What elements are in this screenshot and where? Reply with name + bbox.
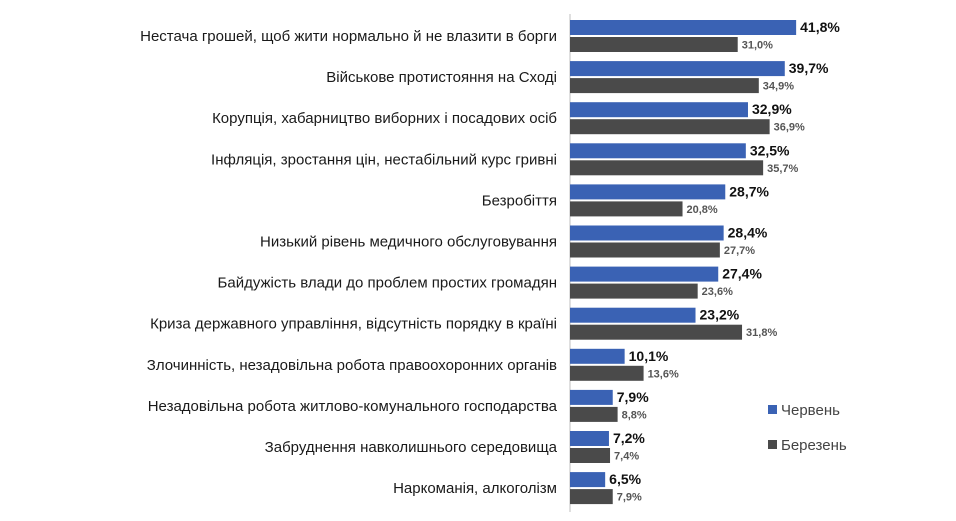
category-label: Інфляція, зростання цін, нестабільний ку…	[211, 151, 557, 168]
data-label-june: 28,7%	[729, 183, 769, 199]
data-label-june: 32,5%	[750, 142, 790, 158]
bar-march	[570, 365, 644, 381]
category-label: Байдужість влади до проблем простих гром…	[218, 275, 557, 292]
data-label-march: 36,9%	[774, 122, 805, 134]
data-label-march: 31,0%	[742, 40, 773, 52]
data-label-june: 32,9%	[752, 101, 792, 117]
bar-march	[570, 37, 738, 52]
bar-march	[570, 201, 683, 217]
bar-march	[570, 489, 613, 505]
category-label: Безробіття	[482, 192, 557, 209]
category-label: Злочинність, незадовільна робота правоох…	[147, 357, 557, 374]
data-label-june: 28,4%	[728, 225, 768, 241]
data-label-march: 27,7%	[724, 245, 755, 257]
bar-march	[570, 78, 759, 94]
legend-swatch-june	[768, 405, 777, 414]
category-label: Низький рівень медичного обслуговування	[260, 234, 557, 251]
legend-label-june: Червень	[781, 402, 840, 419]
data-label-june: 27,4%	[722, 266, 762, 282]
data-label-march: 34,9%	[763, 81, 794, 93]
category-label: Наркоманія, алкоголізм	[393, 480, 557, 497]
data-label-june: 39,7%	[789, 60, 829, 76]
category-label: Нестача грошей, щоб жити нормально й не …	[140, 28, 557, 45]
data-label-june: 6,5%	[609, 471, 641, 487]
bar-march	[570, 283, 698, 299]
data-label-june: 23,2%	[700, 307, 740, 323]
data-label-march: 35,7%	[767, 163, 798, 175]
labels-layer: Нестача грошей, щоб жити нормально й не …	[140, 19, 840, 504]
category-label: Корупція, хабарництво виборних і посадов…	[212, 110, 557, 127]
data-label-june: 7,9%	[617, 389, 649, 405]
category-label: Незадовільна робота житлово-комунального…	[148, 398, 558, 415]
data-label-march: 31,8%	[746, 327, 777, 339]
bar-june	[570, 431, 609, 446]
data-label-march: 7,9%	[617, 492, 642, 504]
bar-june	[570, 389, 613, 405]
bar-june	[570, 307, 696, 323]
bar-june	[570, 225, 724, 241]
bar-march	[570, 160, 764, 176]
data-label-march: 20,8%	[687, 204, 718, 216]
bar-june	[570, 184, 726, 200]
bar-june	[570, 61, 785, 77]
bar-june	[570, 20, 797, 35]
bar-june	[570, 266, 719, 282]
bar-march	[570, 324, 743, 340]
category-label: Забруднення навколишнього середовища	[265, 439, 558, 456]
bar-june	[570, 472, 606, 488]
data-label-march: 13,6%	[648, 368, 679, 380]
legend-label-march: Березень	[781, 437, 847, 454]
category-label: Криза державного управління, відсутність…	[150, 316, 557, 333]
data-label-march: 8,8%	[622, 409, 647, 421]
category-label: Військове протистояння на Сході	[326, 69, 557, 86]
bar-march	[570, 242, 720, 258]
data-label-june: 7,2%	[613, 430, 645, 446]
data-label-june: 41,8%	[800, 19, 840, 35]
data-label-march: 7,4%	[614, 451, 639, 463]
bar-march	[570, 406, 618, 422]
bar-june	[570, 348, 625, 364]
data-label-june: 10,1%	[629, 348, 669, 364]
bar-june	[570, 143, 746, 159]
bar-march	[570, 448, 611, 463]
data-label-march: 23,6%	[702, 286, 733, 298]
legend: Червень Березень	[768, 402, 847, 454]
legend-swatch-march	[768, 440, 777, 449]
bar-june	[570, 102, 748, 118]
bar-march	[570, 119, 770, 135]
bars-layer	[570, 20, 797, 505]
